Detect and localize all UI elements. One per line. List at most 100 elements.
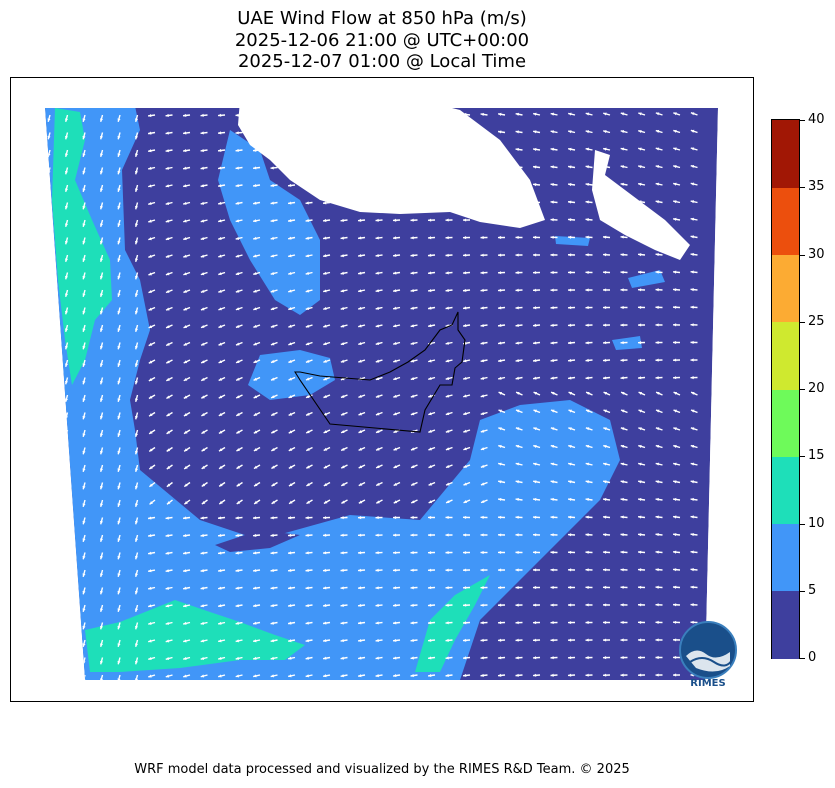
wind-arrow-head <box>270 359 275 363</box>
wind-arrow-head <box>200 236 205 241</box>
wind-arrow <box>47 534 51 542</box>
wind-arrow-head <box>480 288 484 292</box>
wind-arrow <box>47 464 51 472</box>
wind-arrow-head <box>201 377 205 381</box>
wind-arrow-head <box>235 586 239 590</box>
wind-arrow-head <box>463 394 467 398</box>
wind-arrow-head <box>200 219 205 223</box>
wind-arrow-head <box>568 288 572 292</box>
wind-arrow-head <box>99 573 104 577</box>
wind-arrow-head <box>183 533 187 538</box>
wind-arrow-head <box>480 464 485 468</box>
wind-arrow-head <box>533 376 537 380</box>
terrain-mask-northeast <box>592 150 690 260</box>
wind-arrow-head <box>64 625 69 630</box>
wind-arrow-head <box>533 358 537 363</box>
wind-arrow-head <box>393 113 397 117</box>
wind-arrow-head <box>148 149 152 153</box>
wind-arrow-head <box>99 643 104 647</box>
wind-arrow-head <box>117 170 121 175</box>
wind-arrow-head <box>620 270 624 274</box>
wind-arrow-head <box>253 201 257 205</box>
wind-arrow-head <box>638 165 642 169</box>
wind-arrow-head <box>270 586 274 590</box>
wind-arrow-head <box>183 342 188 346</box>
wind-arrow-head <box>288 166 292 170</box>
wind-arrow-head <box>82 205 86 210</box>
wind-arrow-head <box>585 533 589 537</box>
wind-arrow-head <box>690 532 694 537</box>
wind-arrow-head <box>428 621 432 625</box>
wind-arrow-head <box>218 236 222 240</box>
wind-arrow-head <box>99 678 104 680</box>
wind-arrow-head <box>550 550 554 554</box>
wind-arrow-head <box>99 450 104 455</box>
wind-arrow-head <box>533 341 537 345</box>
wind-arrow-head <box>117 678 121 680</box>
wind-arrow-head <box>585 497 589 502</box>
wind-arrow-head <box>586 391 590 395</box>
speed-5-10-west-south <box>45 108 620 680</box>
colorbar-segment <box>772 187 799 255</box>
wind-arrow-head <box>201 430 205 434</box>
wind-arrow-head <box>218 621 222 625</box>
wind-arrow-head <box>148 342 153 346</box>
wind-arrow <box>135 674 139 680</box>
wind-arrow-head <box>340 271 344 275</box>
wind-arrow-head <box>480 673 484 677</box>
colorbar-tick <box>800 187 805 189</box>
wind-arrow-head <box>288 236 292 240</box>
wind-arrow-head <box>270 551 274 555</box>
wind-arrow-head <box>166 448 171 452</box>
wind-arrow-head <box>585 112 590 116</box>
wind-arrow-head <box>201 483 206 487</box>
wind-arrow-head <box>533 444 537 448</box>
wind-arrow-head <box>463 130 467 134</box>
wind-arrow-head <box>82 555 86 560</box>
wind-arrow-head <box>99 275 104 280</box>
wind-arrow-head <box>656 391 660 395</box>
wind-arrow-head <box>603 550 607 554</box>
wind-arrow-head <box>64 170 69 175</box>
wind-arrow-head <box>82 433 86 437</box>
wind-arrow-head <box>117 590 121 595</box>
wind-arrow-head <box>603 533 607 537</box>
wind-arrow-head <box>253 113 257 117</box>
wind-arrow-head <box>340 586 344 590</box>
wind-arrow-head <box>638 550 642 554</box>
colorbar-tick <box>800 590 805 592</box>
wind-arrow-head <box>253 674 257 678</box>
wind-arrow-head <box>498 638 502 642</box>
wind-arrow-head <box>550 621 554 625</box>
wind-arrow-head <box>117 293 121 297</box>
wind-arrow-head <box>690 376 694 380</box>
wind-arrow-head <box>201 395 205 399</box>
wind-arrow-head <box>183 131 187 135</box>
wind-arrow-head <box>99 188 104 192</box>
wind-arrow-head <box>498 568 502 572</box>
wind-arrow-head <box>235 516 239 520</box>
wind-arrow-head <box>498 200 502 204</box>
wind-arrow-head <box>358 236 362 240</box>
wind-arrow-head <box>218 166 222 170</box>
wind-arrow-head <box>603 409 607 413</box>
wind-arrow-head <box>99 485 104 490</box>
wind-arrow-head <box>305 516 309 520</box>
wind-arrow-head <box>165 674 170 678</box>
wind-arrow-head <box>323 447 328 451</box>
wind-arrow-head <box>603 200 607 204</box>
wind-arrow-head <box>148 307 153 311</box>
wind-arrow-head <box>305 551 309 555</box>
wind-arrow-head <box>655 409 660 413</box>
wind-arrow-head <box>323 674 327 678</box>
wind-arrow-head <box>445 621 449 625</box>
wind-arrow-head <box>340 113 344 117</box>
colorbar-tick-label: 30 <box>808 246 825 262</box>
rimes-logo-text: RIMES <box>690 678 725 688</box>
wind-arrow-head <box>341 447 345 451</box>
wind-arrow-head <box>568 341 572 345</box>
wind-arrow-head <box>117 450 121 455</box>
wind-arrow <box>65 622 69 630</box>
wind-arrow-head <box>428 515 432 520</box>
wind-arrow-head <box>117 258 121 262</box>
